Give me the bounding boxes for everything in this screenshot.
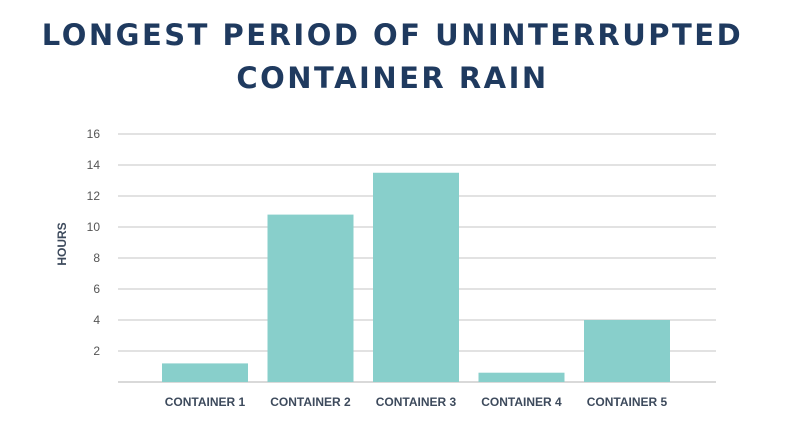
- bar: [162, 363, 248, 382]
- y-tick-label: 2: [93, 344, 100, 358]
- x-category-label: CONTAINER 2: [270, 395, 351, 409]
- x-axis-categories: CONTAINER 1 CONTAINER 2 CONTAINER 3 CONTAIN…: [165, 395, 668, 409]
- y-tick-label: 14: [87, 158, 101, 172]
- bar: [478, 372, 565, 382]
- y-tick-label: 4: [93, 313, 100, 327]
- chart-title-line-2: CONTAINER RAIN: [236, 61, 549, 95]
- bars: [162, 172, 670, 382]
- y-tick-label: 6: [93, 282, 100, 296]
- bar: [584, 320, 670, 382]
- x-category-label: CONTAINER 4: [481, 395, 562, 409]
- chart-title-line-1: LONGEST PERIOD OF UNINTERRUPTED: [41, 18, 744, 52]
- y-tick-label: 12: [87, 189, 101, 203]
- x-category-label: CONTAINER 1: [165, 395, 246, 409]
- bar: [267, 214, 354, 382]
- y-axis-ticks: 2 4 6 8 10 12 14 16: [87, 127, 101, 358]
- x-category-label: CONTAINER 5: [587, 395, 668, 409]
- y-axis-label: HOURS: [55, 222, 69, 265]
- bar: [373, 172, 459, 382]
- y-tick-label: 10: [87, 220, 101, 234]
- chart-title: LONGEST PERIOD OF UNINTERRUPTED CONTAINE…: [0, 14, 785, 100]
- x-category-label: CONTAINER 3: [376, 395, 457, 409]
- y-tick-label: 8: [93, 251, 100, 265]
- y-tick-label: 16: [87, 127, 101, 141]
